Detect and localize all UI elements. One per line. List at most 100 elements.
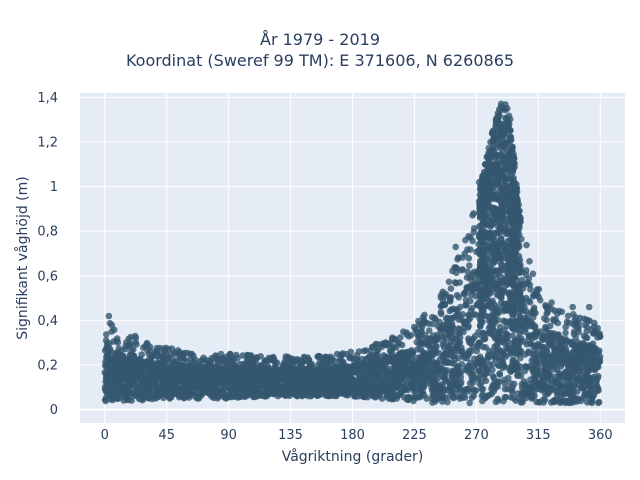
scatter-point bbox=[596, 332, 603, 339]
scatter-point bbox=[304, 354, 312, 361]
scatter-point bbox=[470, 392, 478, 400]
scatter-point bbox=[356, 366, 364, 374]
scatter-point bbox=[464, 268, 471, 275]
scatter-point bbox=[530, 333, 538, 340]
scatter-point bbox=[113, 395, 120, 402]
scatter-point bbox=[251, 355, 259, 363]
scatter-point bbox=[569, 381, 577, 389]
scatter-point bbox=[273, 378, 280, 385]
scatter-point bbox=[529, 270, 537, 278]
scatter-point bbox=[427, 341, 435, 349]
scatter-point bbox=[452, 279, 460, 287]
scatter-point bbox=[465, 388, 473, 395]
scatter-point bbox=[247, 361, 254, 369]
scatter-point bbox=[557, 350, 564, 358]
scatter-point bbox=[186, 391, 193, 399]
scatter-point bbox=[564, 389, 572, 397]
scatter-point bbox=[512, 270, 519, 278]
scatter-point bbox=[270, 353, 277, 361]
scatter-point bbox=[103, 387, 110, 395]
scatter-point bbox=[139, 365, 146, 372]
scatter-point bbox=[493, 144, 500, 152]
scatter-point bbox=[311, 366, 319, 373]
scatter-point bbox=[449, 367, 457, 375]
scatter-point bbox=[370, 343, 377, 351]
scatter-point bbox=[413, 330, 421, 338]
scatter-point bbox=[129, 365, 136, 373]
scatter-point bbox=[525, 348, 532, 355]
scatter-point bbox=[367, 370, 374, 378]
scatter-point bbox=[125, 383, 133, 391]
scatter-point bbox=[585, 317, 592, 325]
scatter-point bbox=[452, 264, 459, 271]
scatter-point bbox=[382, 386, 389, 394]
scatter-point bbox=[414, 374, 422, 382]
scatter-point bbox=[207, 359, 214, 366]
scatter-point bbox=[452, 329, 459, 337]
scatter-point bbox=[381, 376, 389, 384]
scatter-point bbox=[105, 370, 112, 377]
scatter-point bbox=[227, 384, 235, 392]
scatter-point bbox=[107, 355, 115, 362]
scatter-point bbox=[154, 390, 161, 397]
scatter-point bbox=[428, 320, 436, 328]
scatter-point bbox=[494, 395, 502, 403]
scatter-point bbox=[434, 385, 441, 393]
scatter-point bbox=[432, 316, 440, 323]
scatter-point bbox=[530, 372, 538, 380]
scatter-point bbox=[360, 391, 368, 399]
scatter-point bbox=[498, 294, 505, 302]
scatter-point bbox=[564, 312, 572, 320]
scatter-point bbox=[442, 315, 450, 323]
scatter-point bbox=[576, 314, 584, 322]
scatter-point bbox=[154, 365, 161, 372]
scatter-point bbox=[574, 376, 581, 383]
scatter-point bbox=[580, 332, 588, 340]
scatter-point bbox=[563, 338, 570, 346]
scatter-point bbox=[445, 278, 453, 286]
scatter-point bbox=[440, 338, 448, 346]
scatter-point bbox=[462, 301, 470, 308]
scatter-point bbox=[577, 341, 585, 349]
scatter-point bbox=[530, 309, 538, 317]
scatter-point bbox=[264, 387, 272, 395]
scatter-point bbox=[485, 217, 493, 224]
scatter-point bbox=[322, 372, 329, 379]
scatter-point bbox=[448, 314, 456, 322]
scatter-point bbox=[399, 383, 407, 391]
scatter-point bbox=[418, 356, 426, 364]
scatter-point bbox=[246, 384, 253, 391]
scatter-point bbox=[472, 387, 480, 394]
scatter-point bbox=[504, 337, 511, 345]
scatter-point bbox=[448, 306, 455, 314]
scatter-point bbox=[470, 335, 477, 343]
scatter-point bbox=[278, 369, 285, 377]
scatter-point bbox=[401, 369, 408, 377]
scatter-point bbox=[396, 334, 404, 341]
scatter-point bbox=[389, 379, 397, 387]
scatter-point bbox=[278, 383, 286, 391]
scatter-point bbox=[157, 374, 164, 382]
scatter-point bbox=[570, 311, 577, 318]
scatter-point bbox=[482, 344, 490, 351]
scatter-point bbox=[570, 330, 578, 338]
scatter-point bbox=[460, 387, 468, 395]
scatter-point bbox=[437, 310, 445, 318]
scatter-point bbox=[159, 380, 166, 387]
scatter-point bbox=[479, 218, 487, 226]
scatter-point bbox=[476, 315, 483, 323]
scatter-point bbox=[594, 324, 601, 332]
scatter-point bbox=[283, 361, 290, 368]
scatter-point bbox=[260, 372, 268, 380]
scatter-point bbox=[405, 365, 413, 373]
scatter-point bbox=[528, 365, 536, 373]
scatter-point bbox=[131, 375, 138, 382]
scatter-point bbox=[525, 332, 533, 339]
scatter-point bbox=[294, 382, 301, 390]
scatter-point bbox=[466, 262, 473, 269]
scatter-point bbox=[505, 374, 512, 382]
scatter-point bbox=[121, 368, 129, 375]
scatter-point bbox=[530, 377, 538, 385]
scatter-point bbox=[313, 384, 320, 391]
